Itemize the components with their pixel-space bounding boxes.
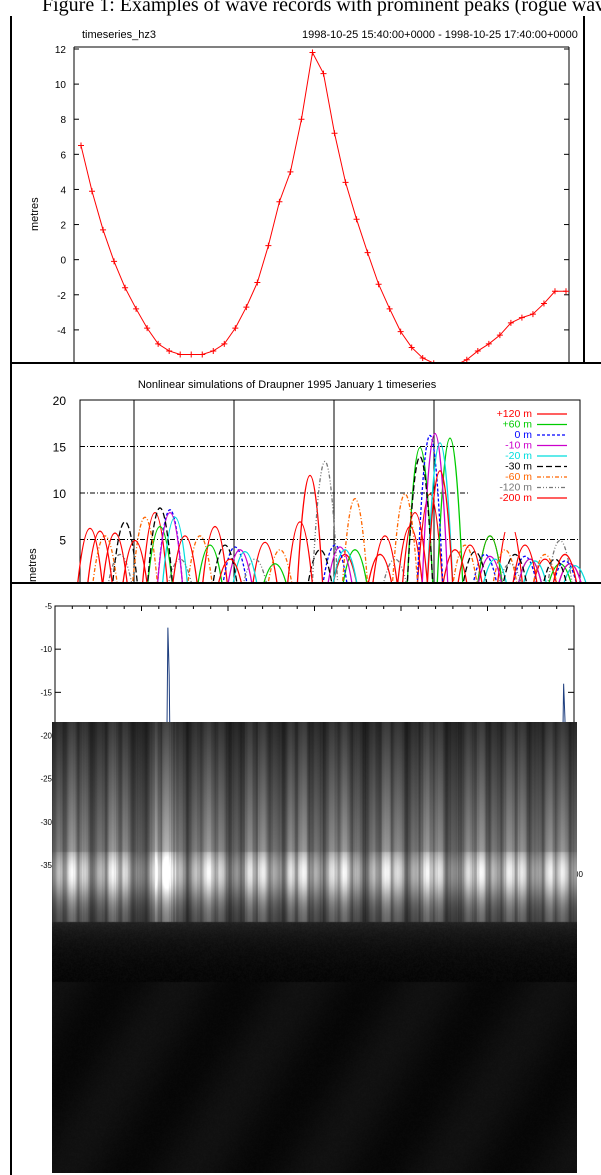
chart-subtitle: 1998-10-25 15:40:00+0000 - 1998-10-25 17… bbox=[302, 29, 578, 41]
timeseries-panel: timeseries_hz3 1998-10-25 15:40:00+0000 … bbox=[10, 16, 585, 366]
data-point bbox=[496, 332, 503, 339]
legend-label: +60 m bbox=[503, 419, 533, 431]
series-curve bbox=[156, 435, 578, 586]
y-tick-label: 10 bbox=[55, 80, 67, 91]
y-tick-label: -30 bbox=[40, 818, 52, 827]
y-tick-label: -25 bbox=[40, 775, 52, 784]
y-tick-label: 4 bbox=[60, 185, 66, 196]
data-point bbox=[188, 351, 195, 358]
data-point bbox=[342, 179, 349, 186]
data-point bbox=[364, 249, 371, 256]
data-point bbox=[331, 130, 338, 137]
legend-label: -10 m bbox=[505, 440, 532, 452]
y-tick-label: 20 bbox=[53, 394, 67, 408]
data-point bbox=[309, 49, 316, 56]
data-point bbox=[78, 142, 84, 149]
data-point bbox=[485, 340, 492, 347]
data-point bbox=[540, 300, 547, 307]
y-axis-label: metres bbox=[27, 548, 39, 582]
legend-label: 0 m bbox=[514, 429, 532, 441]
data-point bbox=[133, 305, 140, 312]
y-tick-label: -15 bbox=[40, 688, 52, 697]
data-point bbox=[177, 351, 184, 358]
data-point bbox=[375, 281, 382, 288]
data-point bbox=[221, 340, 228, 347]
data-point bbox=[353, 216, 360, 223]
series-curve bbox=[107, 461, 574, 586]
data-point bbox=[298, 116, 305, 123]
data-point bbox=[111, 258, 118, 265]
wavelet-heatmap bbox=[52, 722, 577, 1173]
y-tick-label: -2 bbox=[57, 291, 66, 302]
data-point bbox=[463, 356, 470, 363]
data-point bbox=[320, 70, 327, 77]
data-point bbox=[386, 305, 393, 312]
chart-title: Nonlinear simulations of Draupner 1995 J… bbox=[138, 379, 437, 391]
data-point bbox=[408, 344, 415, 351]
legend-label: -120 m bbox=[499, 482, 532, 494]
y-tick-label: -10 bbox=[40, 645, 52, 654]
y-tick-label: -5 bbox=[45, 602, 53, 611]
data-point bbox=[155, 340, 162, 347]
y-tick-label: 6 bbox=[60, 150, 66, 161]
data-point bbox=[89, 188, 96, 195]
figure-caption-strip: Figure 1: Examples of wave records with … bbox=[0, 0, 601, 20]
legend-label: -30 m bbox=[505, 461, 532, 473]
series-curve bbox=[91, 493, 558, 586]
data-point bbox=[232, 325, 239, 332]
data-point bbox=[276, 198, 283, 205]
data-point bbox=[254, 279, 261, 286]
y-tick-label: 5 bbox=[59, 534, 66, 548]
series-line bbox=[80, 50, 566, 366]
y-tick-label: 15 bbox=[53, 441, 67, 455]
data-point bbox=[474, 347, 481, 354]
y-tick-label: -20 bbox=[40, 732, 52, 741]
data-point bbox=[144, 325, 151, 332]
y-tick-label: 10 bbox=[53, 487, 67, 501]
figure-caption: Figure 1: Examples of wave records with … bbox=[42, 0, 601, 16]
legend-label: -20 m bbox=[505, 450, 532, 462]
plot-frame bbox=[79, 399, 581, 586]
legend-box bbox=[470, 404, 578, 532]
draupner-panel: Nonlinear simulations of Draupner 1995 J… bbox=[10, 362, 601, 586]
data-point bbox=[507, 319, 514, 326]
legend-label: +120 m bbox=[497, 408, 533, 420]
chart-title: timeseries_hz3 bbox=[82, 29, 156, 41]
timeseries-chart: timeseries_hz3 1998-10-25 15:40:00+0000 … bbox=[29, 29, 578, 366]
data-point bbox=[563, 288, 569, 295]
series-curve bbox=[156, 433, 583, 586]
legend-label: -200 m bbox=[499, 492, 532, 504]
data-point bbox=[100, 226, 107, 233]
y-tick-label: 2 bbox=[60, 221, 66, 232]
data-point bbox=[210, 347, 217, 354]
data-point bbox=[122, 284, 129, 291]
y-tick-label: 0 bbox=[60, 256, 66, 267]
draupner-chart: Nonlinear simulations of Draupner 1995 J… bbox=[27, 379, 588, 586]
data-point bbox=[243, 304, 250, 311]
data-point bbox=[287, 168, 294, 175]
data-point bbox=[529, 311, 536, 318]
y-tick-label: 8 bbox=[60, 115, 66, 126]
series-curve bbox=[86, 470, 578, 586]
y-tick-label: 12 bbox=[55, 45, 67, 56]
y-axis-label: metres bbox=[29, 197, 41, 231]
data-point bbox=[518, 314, 525, 321]
legend-label: -60 m bbox=[505, 471, 532, 483]
data-point bbox=[265, 242, 272, 249]
data-point bbox=[199, 351, 206, 358]
data-point bbox=[419, 354, 426, 361]
y-tick-label: -4 bbox=[57, 326, 66, 337]
data-point bbox=[551, 288, 558, 295]
y-tick-label: -35 bbox=[40, 861, 52, 870]
data-point bbox=[397, 328, 404, 335]
data-point bbox=[166, 347, 173, 354]
